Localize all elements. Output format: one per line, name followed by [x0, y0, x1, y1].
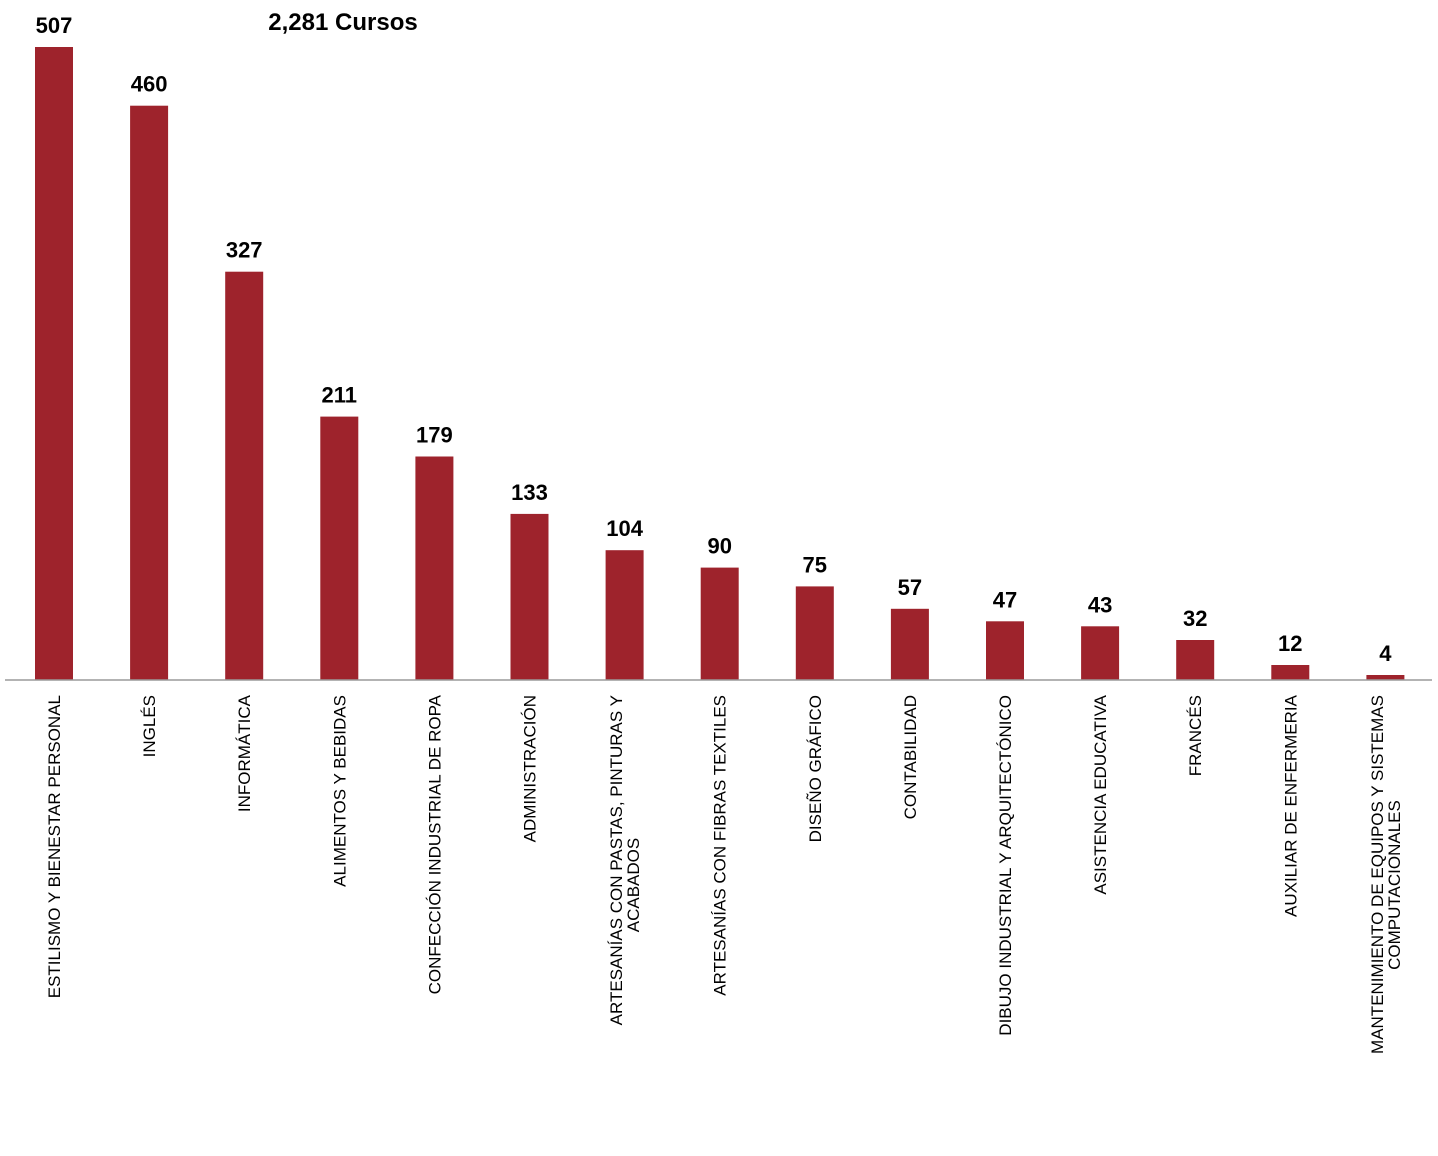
chart-title: 2,281 Cursos	[268, 9, 417, 36]
value-label-1: 460	[131, 72, 168, 97]
value-label-4: 179	[416, 423, 453, 448]
bar-4	[415, 457, 453, 681]
value-label-7: 90	[707, 534, 731, 559]
category-label-line: ARTESANÍAS CON FIBRAS TEXTILES	[711, 695, 730, 996]
category-label-1: INGLÉS	[140, 695, 159, 757]
category-label-line: INGLÉS	[140, 695, 159, 757]
bar-3	[320, 417, 358, 680]
bar-7	[701, 568, 739, 680]
value-label-13: 12	[1278, 631, 1302, 656]
category-label-line: AUXILIAR DE ENFERMERIA	[1281, 694, 1300, 917]
bar-6	[606, 550, 644, 680]
bars-group	[35, 47, 1404, 680]
category-label-7: ARTESANÍAS CON FIBRAS TEXTILES	[711, 695, 730, 996]
category-label-line: ESTILISMO Y BIENESTAR PERSONAL	[45, 695, 64, 998]
value-label-10: 47	[993, 587, 1017, 612]
category-label-8: DISEÑO GRÁFICO	[806, 695, 825, 842]
bar-13	[1271, 665, 1309, 680]
category-label-line: ALIMENTOS Y BEBIDAS	[330, 695, 349, 887]
category-label-line: COMPUTACIONALES	[1385, 800, 1404, 970]
category-label-line: ADMINISTRACIÓN	[521, 695, 540, 842]
category-label-0: ESTILISMO Y BIENESTAR PERSONAL	[45, 695, 64, 998]
value-label-2: 327	[226, 238, 263, 263]
category-label-line: CONFECCIÓN INDUSTRIAL DE ROPA	[425, 694, 444, 994]
value-label-6: 104	[606, 516, 643, 541]
bar-10	[986, 621, 1024, 680]
category-label-5: ADMINISTRACIÓN	[521, 695, 540, 842]
category-label-line: FRANCÉS	[1186, 695, 1205, 776]
value-label-5: 133	[511, 480, 548, 505]
value-label-14: 4	[1379, 641, 1392, 666]
category-label-line: ACABADOS	[624, 838, 643, 932]
category-label-line: ASISTENCIA EDUCATIVA	[1091, 694, 1110, 894]
value-label-3: 211	[322, 383, 358, 408]
category-label-10: DIBUJO INDUSTRIAL Y ARQUITECTÓNICO	[996, 695, 1015, 1036]
category-label-6: ARTESANÍAS CON PASTAS, PINTURAS YACABADO…	[607, 695, 643, 1025]
category-label-11: ASISTENCIA EDUCATIVA	[1091, 694, 1110, 894]
category-label-9: CONTABILIDAD	[901, 695, 920, 819]
category-label-3: ALIMENTOS Y BEBIDAS	[330, 695, 349, 887]
bar-9	[891, 609, 929, 680]
bar-1	[130, 106, 168, 680]
bar-11	[1081, 626, 1119, 680]
bar-8	[796, 586, 834, 680]
value-label-11: 43	[1088, 592, 1112, 617]
category-label-12: FRANCÉS	[1186, 695, 1205, 776]
category-label-2: INFORMÁTICA	[235, 694, 254, 812]
category-label-line: DISEÑO GRÁFICO	[806, 695, 825, 842]
bar-0	[35, 47, 73, 680]
bar-2	[225, 272, 263, 680]
bar-5	[511, 514, 549, 680]
value-label-8: 75	[803, 552, 827, 577]
value-label-0: 507	[36, 13, 73, 38]
category-label-13: AUXILIAR DE ENFERMERIA	[1281, 694, 1300, 917]
value-label-12: 32	[1183, 606, 1207, 631]
value-label-9: 57	[898, 575, 922, 600]
category-label-line: CONTABILIDAD	[901, 695, 920, 819]
bar-12	[1176, 640, 1214, 680]
category-label-4: CONFECCIÓN INDUSTRIAL DE ROPA	[425, 694, 444, 994]
category-labels-group: ESTILISMO Y BIENESTAR PERSONAL INGLÉS INFO…	[45, 694, 1404, 1054]
category-label-14: MANTENIMIENTO DE EQUIPOS Y SISTEMASCOMPU…	[1368, 695, 1404, 1054]
category-label-line: INFORMÁTICA	[235, 694, 254, 812]
category-label-line: DIBUJO INDUSTRIAL Y ARQUITECTÓNICO	[996, 695, 1015, 1036]
